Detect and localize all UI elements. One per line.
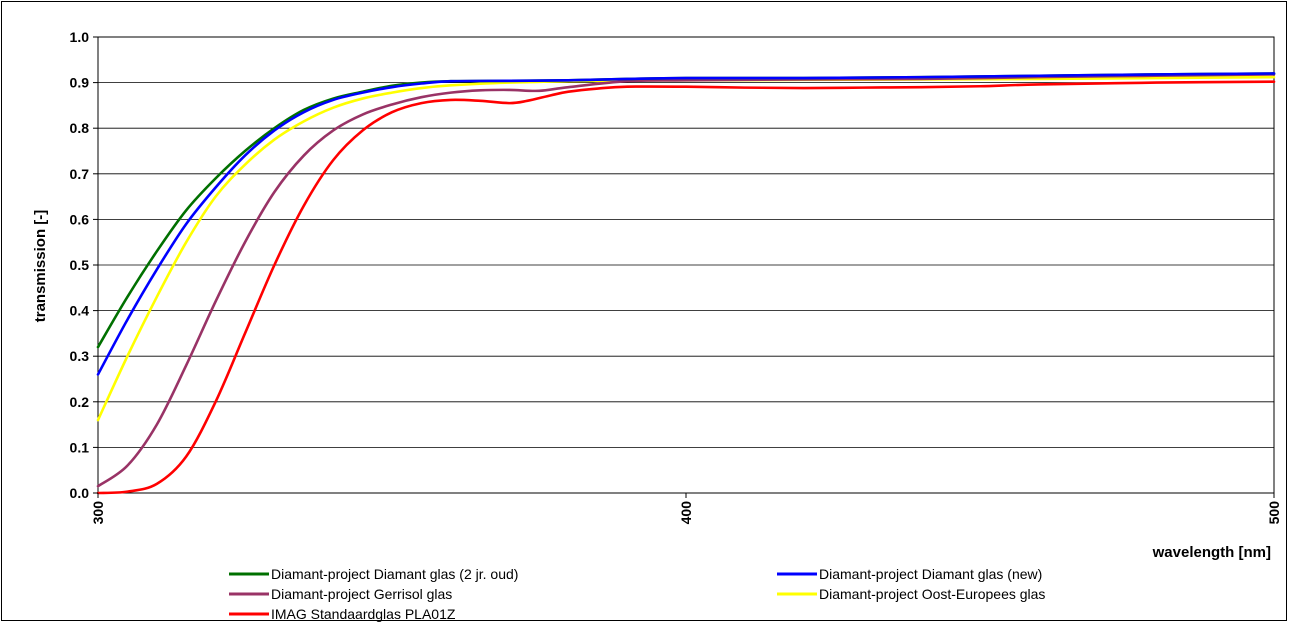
legend-label: Diamant-project Diamant glas (new) <box>819 566 1042 582</box>
legend-label: Diamant-project Gerrisol glas <box>271 586 452 602</box>
x-axis-title: wavelength [nm] <box>1152 544 1271 561</box>
y-tick-label: 0.1 <box>70 439 90 455</box>
legend: Diamant-project Diamant glas (2 jr. oud)… <box>229 566 1045 622</box>
series-line <box>96 73 1276 488</box>
y-tick-label: 0.2 <box>70 394 90 410</box>
series-layer <box>96 72 1276 495</box>
x-tick-label: 500 <box>1266 501 1282 525</box>
y-tick-label: 0.0 <box>70 485 90 501</box>
y-tick-label: 0.7 <box>70 166 90 182</box>
series-line <box>96 72 1276 376</box>
y-tick-label: 1.0 <box>70 29 90 45</box>
y-tick-label: 0.5 <box>70 257 90 273</box>
legend-label: Diamant-project Diamant glas (2 jr. oud) <box>271 566 518 582</box>
y-tick-label: 0.4 <box>70 303 90 319</box>
grid-layer <box>97 36 1275 494</box>
y-tick-label: 0.6 <box>70 211 90 227</box>
x-tick-label: 300 <box>90 501 106 525</box>
axes-layer: 0.0 0.1 0.2 0.3 0.4 0.5 0.6 0.7 0.8 0.9 1.0 300 400 5… <box>70 29 1282 524</box>
legend-label: IMAG Standaardglas PLA01Z <box>271 606 456 622</box>
legend-label: Diamant-project Oost-Europees glas <box>819 586 1045 602</box>
y-tick-label: 0.3 <box>70 348 90 364</box>
x-tick-label: 400 <box>678 501 694 525</box>
y-tick-label: 0.8 <box>70 120 90 136</box>
y-tick-label: 0.9 <box>70 75 90 91</box>
series-line <box>96 80 1276 495</box>
y-axis-title: transmission [-] <box>32 210 49 323</box>
